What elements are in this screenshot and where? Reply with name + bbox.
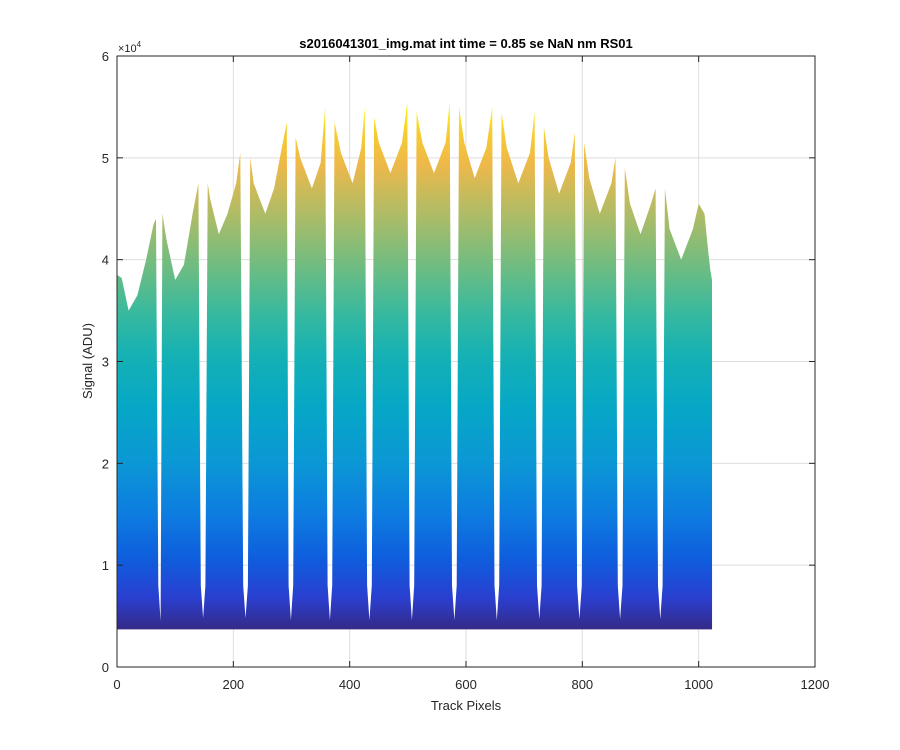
x-tick-label: 600: [455, 677, 477, 692]
x-tick-label: 400: [339, 677, 361, 692]
y-tick-label: 3: [102, 355, 109, 370]
x-tick-label: 800: [571, 677, 593, 692]
y-tick-label: 5: [102, 151, 109, 166]
series: [117, 101, 713, 630]
y-tick-label: 0: [102, 660, 109, 675]
x-tick-label: 200: [222, 677, 244, 692]
y-axis-label: Signal (ADU): [80, 323, 95, 399]
y-tick-label: 2: [102, 456, 109, 471]
x-tick-label: 1000: [684, 677, 713, 692]
chart-title: s2016041301_img.mat int time = 0.85 se N…: [299, 36, 633, 51]
x-tick-label: 1200: [801, 677, 830, 692]
y-tick-label: 1: [102, 558, 109, 573]
x-axis: 0 200 400 600 800 1000 1200: [113, 56, 829, 692]
y-tick-label: 4: [102, 253, 109, 268]
x-axis-label: Track Pixels: [431, 698, 502, 713]
y-tick-label: 6: [102, 49, 109, 64]
y-axis: 0 1 2 3 4 5 6: [102, 49, 815, 675]
y-exponent-label: ×104: [118, 40, 142, 55]
x-tick-label: 0: [113, 677, 120, 692]
signal-area: [117, 101, 713, 630]
